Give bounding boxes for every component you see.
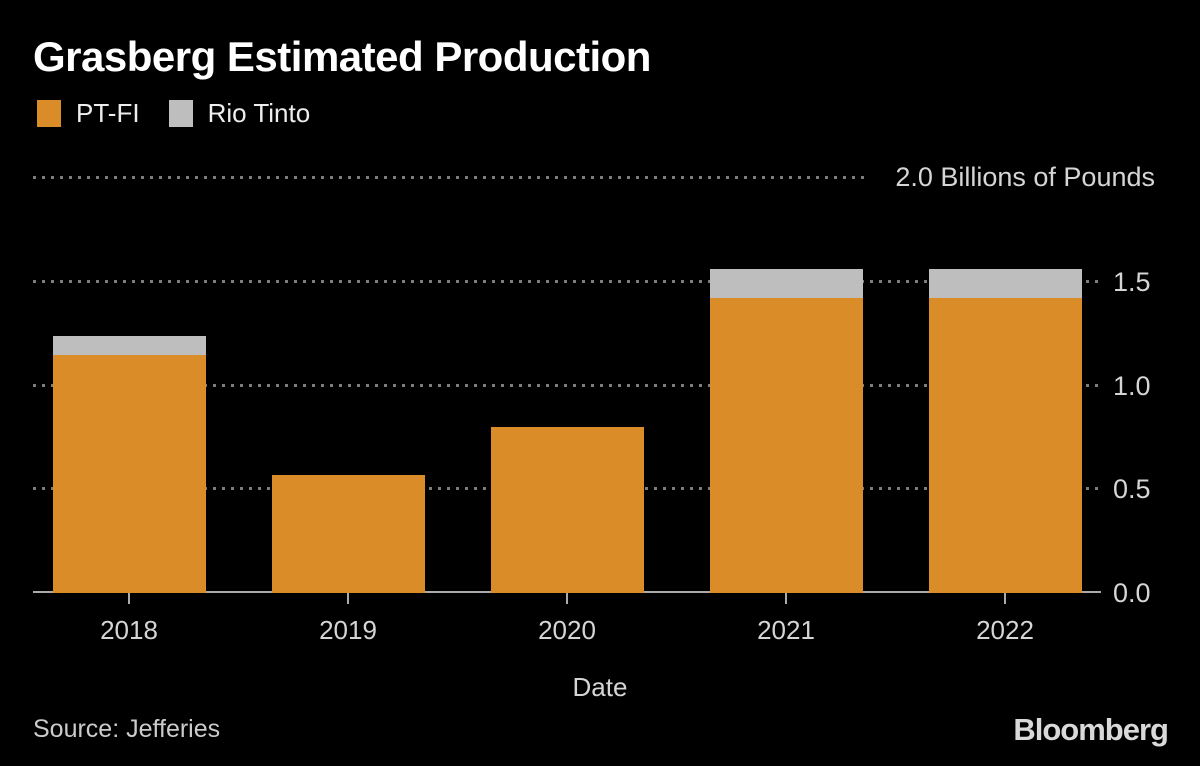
gridline-2.0 xyxy=(33,176,868,179)
x-tick-2020 xyxy=(566,593,568,604)
legend-label-rio-tinto: Rio Tinto xyxy=(207,98,311,128)
legend-swatch-pt-fi xyxy=(37,100,61,127)
y-axis-unit-label: 2.0 Billions of Pounds xyxy=(895,162,1155,192)
x-tick-label-2018: 2018 xyxy=(100,615,158,645)
x-tick-label-2019: 2019 xyxy=(319,615,377,645)
x-tick-label-2022: 2022 xyxy=(976,615,1034,645)
x-tick-2019 xyxy=(347,593,349,604)
gridline-1.5 xyxy=(33,280,1101,283)
legend-item-rio-tinto: Rio Tinto xyxy=(168,98,311,128)
x-axis-title: Date xyxy=(572,672,628,702)
x-tick-label-2021: 2021 xyxy=(757,615,815,645)
bar-2021-rio-tinto xyxy=(710,269,863,298)
x-tick-2021 xyxy=(785,593,787,604)
y-tick-label-0.0: 0.0 xyxy=(1113,578,1151,608)
gridline-1.0 xyxy=(33,384,1101,387)
y-tick-label-1.5: 1.5 xyxy=(1113,267,1151,297)
bar-2022-rio-tinto xyxy=(929,269,1082,298)
legend: PT-FI Rio Tinto xyxy=(37,100,339,127)
x-tick-label-2020: 2020 xyxy=(538,615,596,645)
bar-2019-pt-fi xyxy=(272,475,425,593)
bloomberg-logo: Bloomberg xyxy=(1013,712,1169,747)
bar-2018-pt-fi xyxy=(53,354,206,593)
bar-2020-pt-fi xyxy=(491,427,644,593)
bar-2021-pt-fi xyxy=(710,298,863,593)
legend-swatch-rio-tinto xyxy=(168,100,193,127)
source-note: Source: Jefferies xyxy=(33,715,221,743)
x-tick-2022 xyxy=(1004,593,1006,604)
chart-title: Grasberg Estimated Production xyxy=(33,33,651,80)
legend-label-pt-fi: PT-FI xyxy=(76,98,140,128)
x-tick-2018 xyxy=(128,593,130,604)
bar-2022-pt-fi xyxy=(929,298,1082,593)
legend-item-pt-fi: PT-FI xyxy=(37,100,140,127)
bar-2018-rio-tinto xyxy=(53,336,206,355)
y-tick-label-0.5: 0.5 xyxy=(1113,474,1151,504)
y-tick-label-1.0: 1.0 xyxy=(1113,371,1151,401)
